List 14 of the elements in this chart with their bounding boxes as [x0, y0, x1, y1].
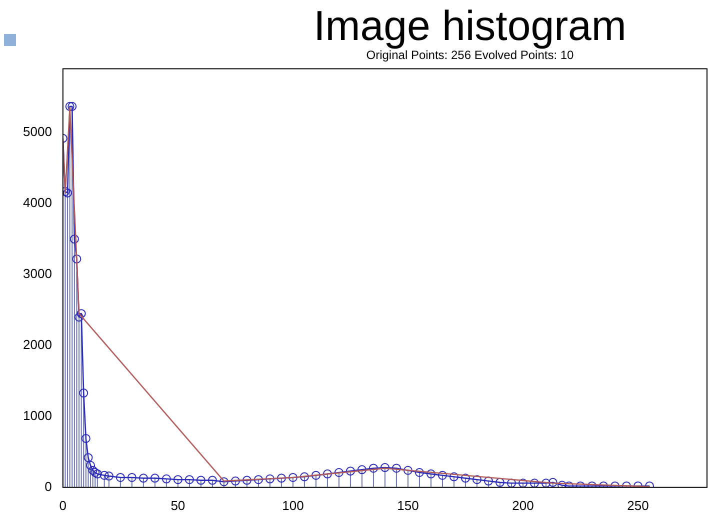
x-tick-label: 250	[627, 498, 649, 513]
y-tick-label: 1000	[23, 408, 52, 424]
x-tick-label: 150	[397, 498, 419, 513]
x-tick-label: 100	[282, 498, 304, 513]
y-tick-label: 0	[44, 478, 52, 494]
chart-title: Image histogram	[312, 2, 628, 49]
y-tick-label: 2000	[23, 337, 52, 352]
x-tick-label: 50	[170, 498, 186, 513]
chart-subtitle: Original Points: 256 Evolved Points: 10	[366, 48, 574, 62]
x-tick-label: 200	[512, 498, 534, 513]
y-tick-label: 3000	[23, 266, 52, 282]
y-tick-label: 4000	[23, 195, 52, 210]
x-tick-label: 0	[59, 498, 67, 513]
y-tick-label: 5000	[23, 124, 52, 140]
